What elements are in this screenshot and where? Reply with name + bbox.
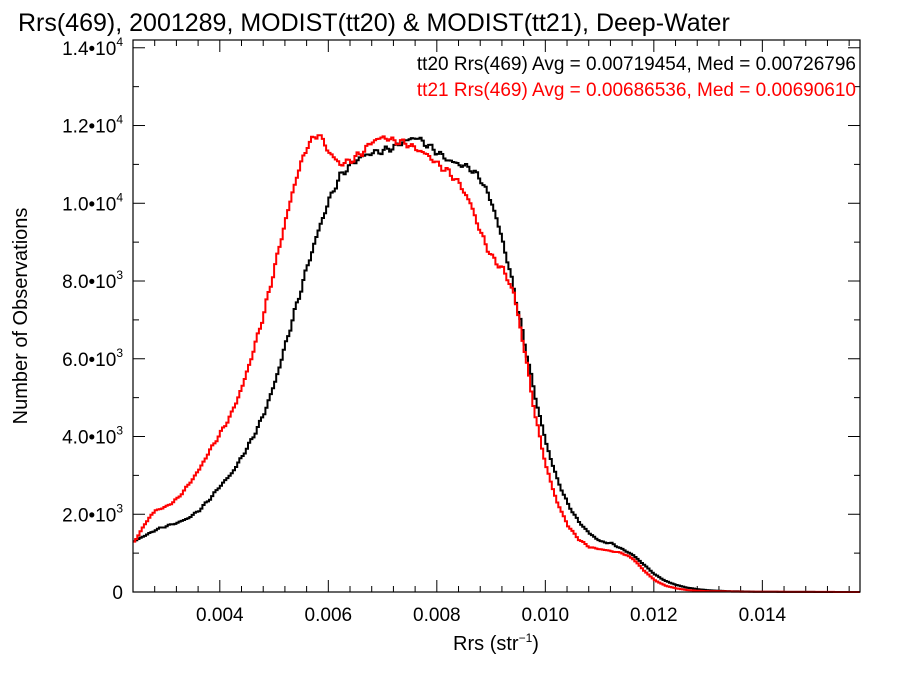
x-axis: 0.004 0.006 0.008 0.010 0.012 0.014	[132, 40, 850, 626]
y-tick-label: 1.0•104	[62, 190, 123, 215]
series-group	[133, 134, 860, 593]
y-axis-label: Number of Observations	[10, 208, 32, 425]
y-tick-label: 1.4•104	[62, 35, 123, 60]
stats-annotation: tt21 Rrs(469) Avg = 0.00686536, Med = 0.…	[417, 80, 856, 101]
stats-annotation: tt20 Rrs(469) Avg = 0.00719454, Med = 0.…	[417, 54, 856, 75]
chart-title: Rrs(469), 2001289, MODIST(tt20) & MODIST…	[18, 9, 730, 37]
x-tick-label: 0.012	[630, 605, 678, 626]
y-tick-label: 6.0•103	[62, 346, 123, 371]
x-tick-label: 0.008	[413, 605, 461, 626]
y-tick-label: 8.0•103	[62, 268, 123, 293]
histogram-series-tt21	[133, 134, 860, 593]
y-tick-label: 4.0•103	[62, 424, 123, 449]
x-tick-label: 0.006	[305, 605, 353, 626]
histogram-series-tt20	[133, 136, 860, 593]
y-tick-label: 0	[112, 583, 123, 604]
legend-annotations: tt20 Rrs(469) Avg = 0.00719454, Med = 0.…	[417, 54, 856, 101]
y-tick-label: 1.2•104	[62, 113, 123, 138]
x-axis-label: Rrs (str−1)	[453, 631, 539, 655]
plot-frame	[132, 39, 861, 593]
x-tick-label: 0.010	[522, 605, 570, 626]
x-tick-label: 0.004	[196, 605, 244, 626]
y-axis: 0 2.0•103 4.0•103 6.0•103 8.0•103 1.0•104 1.2•…	[62, 35, 860, 604]
x-tick-label: 0.014	[739, 605, 787, 626]
y-tick-label: 2.0•103	[62, 501, 123, 526]
